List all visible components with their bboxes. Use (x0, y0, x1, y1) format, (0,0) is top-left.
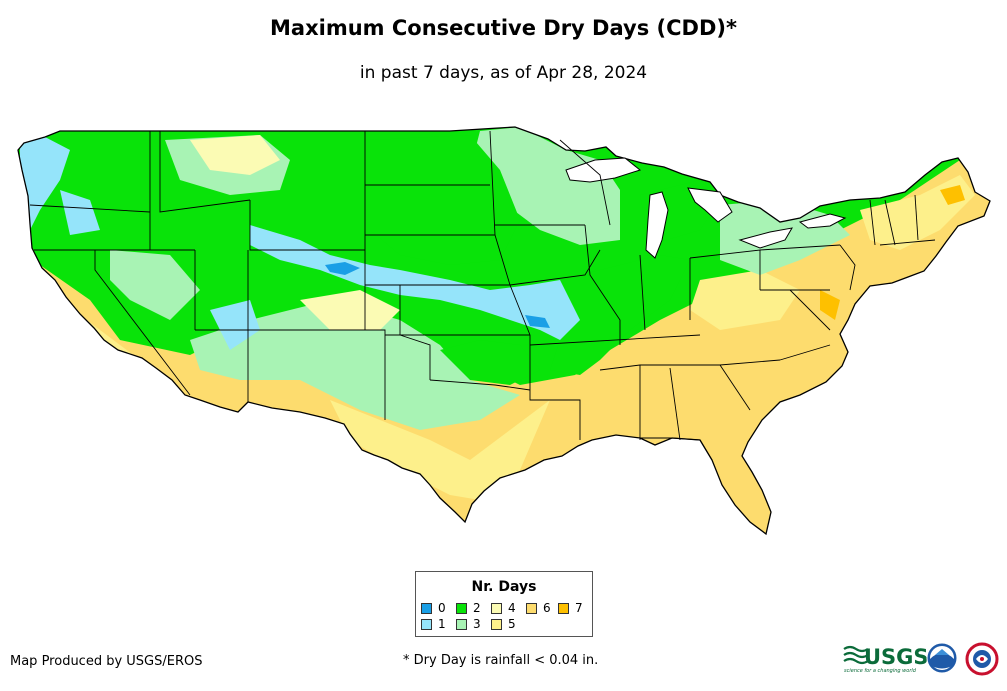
map-title: Maximum Consecutive Dry Days (CDD)* (270, 16, 737, 40)
legend-item-7: 7 (558, 601, 583, 615)
map-credit: Map Produced by USGS/EROS (10, 654, 203, 669)
legend-swatch-6 (526, 602, 537, 614)
lake-michigan (645, 191, 669, 259)
legend-label-0: 0 (438, 601, 446, 615)
legend-item-6: 6 (526, 601, 551, 615)
legend-label-5: 5 (508, 617, 516, 631)
legend-item-5: 5 (491, 617, 516, 631)
lake-huron (687, 187, 733, 223)
lake-erie (738, 227, 793, 249)
legend-item-2: 2 (456, 601, 481, 615)
state-boundaries (29, 130, 936, 441)
map-subtitle: in past 7 days, as of Apr 28, 2024 (359, 63, 648, 83)
legend-item-1: 1 (421, 617, 446, 631)
lake-ontario (798, 213, 847, 229)
legend-label-6: 6 (543, 601, 551, 615)
legend-label-4: 4 (508, 601, 516, 615)
legend-title: Nr. Days (471, 579, 537, 595)
legend-label-2: 2 (473, 601, 481, 615)
noaa-logo (926, 642, 958, 674)
legend-swatch-5 (491, 618, 502, 630)
legend-item-3: 3 (456, 617, 481, 631)
nws-logo (965, 642, 999, 676)
agency-logos: USGS science for a changing world (843, 642, 999, 676)
legend-item-0: 0 (421, 601, 446, 615)
legend-swatch-4 (491, 602, 502, 614)
legend-label-7: 7 (575, 601, 583, 615)
lake-superior (565, 157, 642, 183)
usgs-logo: USGS science for a changing world (843, 645, 929, 674)
legend-swatch-2 (456, 602, 467, 614)
legend-item-4: 4 (491, 601, 516, 615)
legend-label-3: 3 (473, 617, 481, 631)
legend: Nr. Days 0 1 2 3 4 5 6 7 (415, 571, 593, 637)
legend-swatch-7 (558, 602, 569, 614)
legend-swatch-0 (421, 602, 432, 614)
legend-swatch-3 (456, 618, 467, 630)
legend-swatch-1 (421, 618, 432, 630)
usgs-logo-text: USGS (864, 645, 929, 669)
dry-day-footnote: * Dry Day is rainfall < 0.04 in. (403, 653, 599, 668)
legend-label-1: 1 (438, 617, 446, 631)
usgs-tagline: science for a changing world (844, 668, 917, 674)
